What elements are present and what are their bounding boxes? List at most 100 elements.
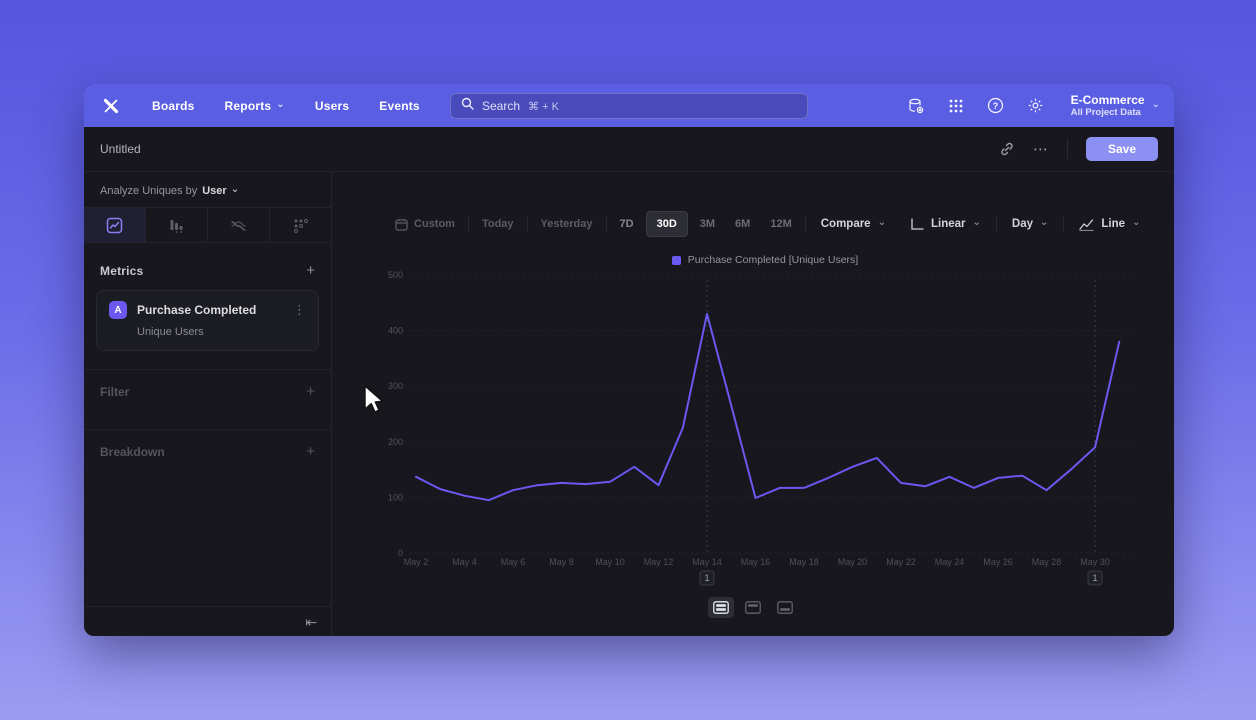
- split-view-button[interactable]: [708, 597, 734, 618]
- divider: [1063, 216, 1065, 232]
- svg-text:May 8: May 8: [549, 557, 574, 567]
- view-layout-toggles: [332, 597, 1174, 618]
- svg-text:May 14: May 14: [692, 557, 722, 567]
- flows-icon: [231, 220, 246, 231]
- svg-text:May 28: May 28: [1032, 557, 1062, 567]
- svg-text:100: 100: [388, 492, 403, 502]
- metric-card[interactable]: A Purchase Completed ⋮ Unique Users: [96, 290, 319, 351]
- svg-text:1: 1: [704, 573, 709, 583]
- report-header: Untitled ⋯ Save: [84, 127, 1174, 172]
- report-title[interactable]: Untitled: [100, 142, 141, 156]
- nav-item-boards[interactable]: Boards: [152, 98, 195, 113]
- chart-panel: Custom Today Yesterday 7D 30D 3M 6M 12M …: [332, 172, 1174, 636]
- filter-section: Filter +: [84, 369, 331, 413]
- range-custom-button[interactable]: Custom: [385, 212, 465, 237]
- save-button[interactable]: Save: [1085, 137, 1158, 161]
- scale-dropdown[interactable]: Linear ⌄: [898, 212, 993, 237]
- search-placeholder: Search: [482, 99, 521, 113]
- chart-view-button[interactable]: [740, 597, 766, 618]
- chart-toolbar: Custom Today Yesterday 7D 30D 3M 6M 12M …: [332, 210, 1174, 238]
- range-30d-button[interactable]: 30D: [645, 211, 688, 237]
- breakdown-label: Breakdown: [100, 444, 165, 459]
- tab-retention[interactable]: [270, 208, 331, 242]
- data-management-icon[interactable]: [907, 97, 925, 115]
- line-chart[interactable]: 0 100 200 300 400 500 1 1 May 2 May 4 May 6 May 8 Ma…: [385, 268, 1145, 608]
- metric-badge: A: [109, 301, 127, 319]
- help-icon[interactable]: ?: [987, 97, 1005, 115]
- divider: [804, 216, 806, 232]
- project-name: E-Commerce: [1070, 92, 1145, 107]
- apps-grid-icon[interactable]: [947, 97, 965, 115]
- metrics-title: Metrics: [100, 263, 144, 278]
- nav-item-events[interactable]: Events: [379, 98, 420, 113]
- chart-options-group: Linear ⌄ Day ⌄ Line: [898, 212, 1152, 237]
- project-selector[interactable]: E-Commerce All Project Data ⌄: [1070, 92, 1160, 118]
- more-options-icon[interactable]: ⋯: [1032, 141, 1049, 158]
- range-3m-button[interactable]: 3M: [690, 212, 725, 236]
- svg-text:May 10: May 10: [595, 557, 625, 567]
- mixpanel-logo-icon[interactable]: [102, 97, 120, 115]
- legend-label: Purchase Completed [Unique Users]: [687, 254, 859, 266]
- divider: [467, 216, 469, 232]
- analyze-entity-dropdown[interactable]: User ⌄: [202, 184, 240, 198]
- svg-text:200: 200: [388, 437, 403, 447]
- table-view-button[interactable]: [772, 597, 798, 618]
- range-12m-button[interactable]: 12M: [760, 212, 801, 236]
- metric-name: Purchase Completed: [137, 303, 257, 317]
- divider: [995, 216, 997, 232]
- divider: [1066, 139, 1068, 159]
- chevron-down-icon: ⌄: [972, 217, 981, 228]
- analyze-entity-value: User: [202, 185, 227, 197]
- svg-text:May 22: May 22: [886, 557, 916, 567]
- tab-funnels[interactable]: [146, 208, 208, 242]
- nav-menu: Boards Reports ⌄ Users Events: [152, 99, 420, 113]
- range-yesterday-button[interactable]: Yesterday: [531, 212, 603, 236]
- compare-button[interactable]: Compare ⌄: [809, 212, 898, 236]
- add-metric-button[interactable]: +: [306, 262, 315, 279]
- metrics-section-header: Metrics +: [84, 243, 331, 290]
- svg-text:0: 0: [398, 548, 403, 558]
- svg-text:400: 400: [388, 326, 403, 336]
- analyze-row: Analyze Uniques by User ⌄: [84, 172, 331, 207]
- chevron-down-icon: ⌄: [1132, 217, 1141, 228]
- top-nav: Boards Reports ⌄ Users Events Search ⌘ +…: [84, 84, 1174, 127]
- app-window: Boards Reports ⌄ Users Events Search ⌘ +…: [84, 84, 1174, 636]
- date-range-group: Custom Today Yesterday 7D 30D 3M 6M 12M …: [385, 211, 898, 237]
- chart-type-dropdown[interactable]: Line ⌄: [1067, 212, 1152, 237]
- nav-item-reports[interactable]: Reports ⌄: [225, 99, 285, 113]
- nav-item-reports-label: Reports: [224, 98, 272, 113]
- search-input[interactable]: Search ⌘ + K: [450, 93, 808, 119]
- svg-text:300: 300: [388, 381, 403, 391]
- chevron-down-icon: ⌄: [230, 184, 240, 195]
- svg-text:500: 500: [388, 270, 403, 280]
- collapse-sidebar-icon[interactable]: ⇤: [305, 613, 317, 630]
- range-today-button[interactable]: Today: [472, 212, 524, 236]
- metric-menu-icon[interactable]: ⋮: [293, 302, 306, 317]
- chevron-down-icon: ⌄: [877, 217, 886, 228]
- svg-text:May 20: May 20: [838, 557, 868, 567]
- search-shortcut: ⌘ + K: [528, 100, 559, 113]
- tab-flows[interactable]: [208, 208, 270, 242]
- tab-insights[interactable]: [84, 208, 146, 242]
- range-7d-button[interactable]: 7D: [610, 212, 644, 236]
- analyze-prefix: Analyze Uniques by: [100, 185, 198, 197]
- svg-text:May 6: May 6: [501, 557, 526, 567]
- chevron-down-icon: ⌄: [1040, 217, 1049, 228]
- metric-subtitle[interactable]: Unique Users: [137, 326, 204, 338]
- range-6m-button[interactable]: 6M: [725, 212, 760, 236]
- legend-swatch-icon: [671, 255, 681, 265]
- svg-text:May 24: May 24: [935, 557, 965, 567]
- interval-dropdown[interactable]: Day ⌄: [1000, 212, 1061, 236]
- svg-text:May 30: May 30: [1080, 557, 1110, 567]
- svg-text:May 12: May 12: [644, 557, 674, 567]
- query-builder-sidebar: Analyze Uniques by User ⌄: [84, 172, 332, 636]
- settings-gear-icon[interactable]: [1027, 97, 1045, 115]
- svg-text:May 4: May 4: [452, 557, 477, 567]
- svg-text:1: 1: [1092, 573, 1097, 583]
- breakdown-section: Breakdown +: [84, 429, 331, 473]
- svg-text:May 2: May 2: [404, 557, 429, 567]
- nav-item-users[interactable]: Users: [314, 98, 350, 113]
- add-breakdown-button[interactable]: +: [306, 443, 315, 460]
- share-link-icon[interactable]: [999, 141, 1015, 157]
- add-filter-button[interactable]: +: [306, 383, 315, 400]
